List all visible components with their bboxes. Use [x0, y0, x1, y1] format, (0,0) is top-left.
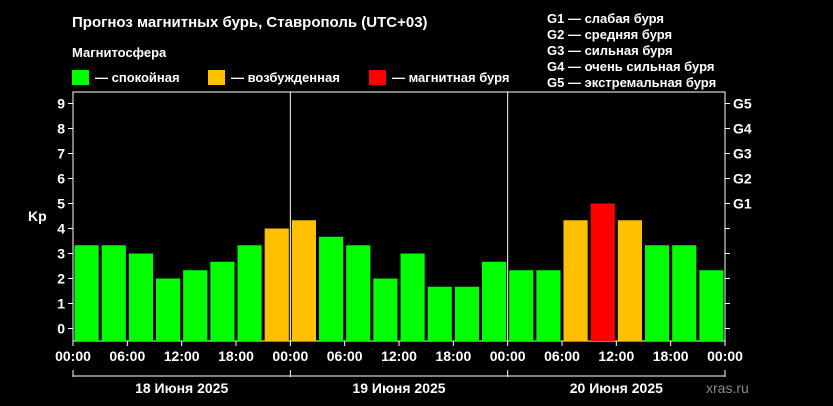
y-tick-label: 0 — [57, 321, 65, 337]
x-tick-label: 12:00 — [598, 348, 634, 364]
y-tick-label: 4 — [57, 221, 65, 237]
legend-swatch-quiet — [72, 70, 89, 85]
x-tick-label: 12:00 — [164, 348, 200, 364]
kp-bar — [319, 236, 344, 341]
y-tick-label: 3 — [57, 246, 65, 262]
y-tick-label: 7 — [57, 146, 65, 162]
storm-level-tick-label: G3 — [733, 146, 752, 162]
chart-title: Прогноз магнитных бурь, Ставрополь (UTC+… — [72, 14, 428, 31]
storm-scale-g3: G3 — сильная буря — [547, 43, 673, 58]
x-tick-label: 18:00 — [435, 348, 471, 364]
kp-bar — [400, 253, 425, 341]
kp-bar — [427, 286, 452, 341]
x-tick-label: 00:00 — [55, 348, 91, 364]
y-tick-label: 1 — [57, 296, 65, 312]
storm-scale-legend: G1 — слабая буря G2 — средняя буря G3 — … — [547, 11, 716, 90]
kp-bar — [156, 278, 181, 341]
kp-bar — [699, 270, 724, 341]
x-tick-label: 00:00 — [490, 348, 526, 364]
legend-label-storm: — магнитная буря — [392, 70, 509, 85]
chart-subtitle: Магнитосфера — [72, 45, 167, 60]
kp-bar — [645, 245, 670, 341]
legend-swatch-storm — [369, 70, 386, 85]
kp-bar — [536, 270, 561, 341]
kp-bar — [210, 261, 235, 341]
kp-bar — [672, 245, 697, 341]
legend-swatch-active — [208, 70, 225, 85]
legend: — спокойная — возбужденная — магнитная б… — [72, 70, 509, 85]
kp-bar — [264, 228, 289, 341]
day-label: 20 Июня 2025 — [570, 380, 663, 396]
storm-level-tick-label: G1 — [733, 196, 752, 212]
kp-bar — [237, 245, 262, 341]
y-tick-label: 2 — [57, 271, 65, 287]
storm-level-tick-label: G2 — [733, 171, 752, 187]
y-tick-label: 9 — [57, 96, 65, 112]
kp-bar — [346, 245, 371, 341]
kp-bar — [183, 270, 208, 341]
legend-label-quiet: — спокойная — [95, 70, 180, 85]
kp-bar — [482, 261, 507, 341]
legend-label-active: — возбужденная — [231, 70, 340, 85]
x-tick-label: 18:00 — [218, 348, 254, 364]
y-tick-label: 8 — [57, 121, 65, 137]
kp-bar — [101, 245, 126, 341]
day-label: 19 Июня 2025 — [352, 380, 445, 396]
kp-bar — [128, 253, 153, 341]
y-tick-label: 6 — [57, 171, 65, 187]
kp-bar — [590, 203, 615, 341]
x-tick-label: 00:00 — [272, 348, 308, 364]
storm-scale-g1: G1 — слабая буря — [547, 11, 664, 26]
x-tick-label: 18:00 — [653, 348, 689, 364]
kp-bar — [373, 278, 398, 341]
y-tick-label: 5 — [57, 196, 65, 212]
y-axis-label: Kp — [28, 208, 47, 224]
day-label: 18 Июня 2025 — [135, 380, 228, 396]
kp-bar — [617, 220, 642, 341]
x-tick-label: 12:00 — [381, 348, 417, 364]
x-tick-label: 06:00 — [109, 348, 145, 364]
x-tick-label: 00:00 — [707, 348, 743, 364]
storm-level-tick-label: G4 — [733, 121, 752, 137]
storm-scale-g2: G2 — средняя буря — [547, 27, 672, 42]
storm-scale-g4: G4 — очень сильная буря — [547, 59, 714, 74]
x-tick-label: 06:00 — [327, 348, 363, 364]
kp-bar — [454, 286, 479, 341]
kp-bar — [509, 270, 534, 341]
kp-bar — [291, 220, 316, 341]
plot-area: 0 1 2 3 4 5 6 7 8 9 G1 G2 G3 G4 G5 00:00 06:00 12:00 18:00… — [55, 91, 752, 396]
storm-level-tick-label: G5 — [733, 96, 752, 112]
storm-scale-g5: G5 — экстремальная буря — [547, 75, 716, 90]
kp-bar — [74, 245, 99, 341]
watermark: xras.ru — [706, 380, 749, 396]
x-tick-label: 06:00 — [544, 348, 580, 364]
kp-bar — [563, 220, 588, 341]
